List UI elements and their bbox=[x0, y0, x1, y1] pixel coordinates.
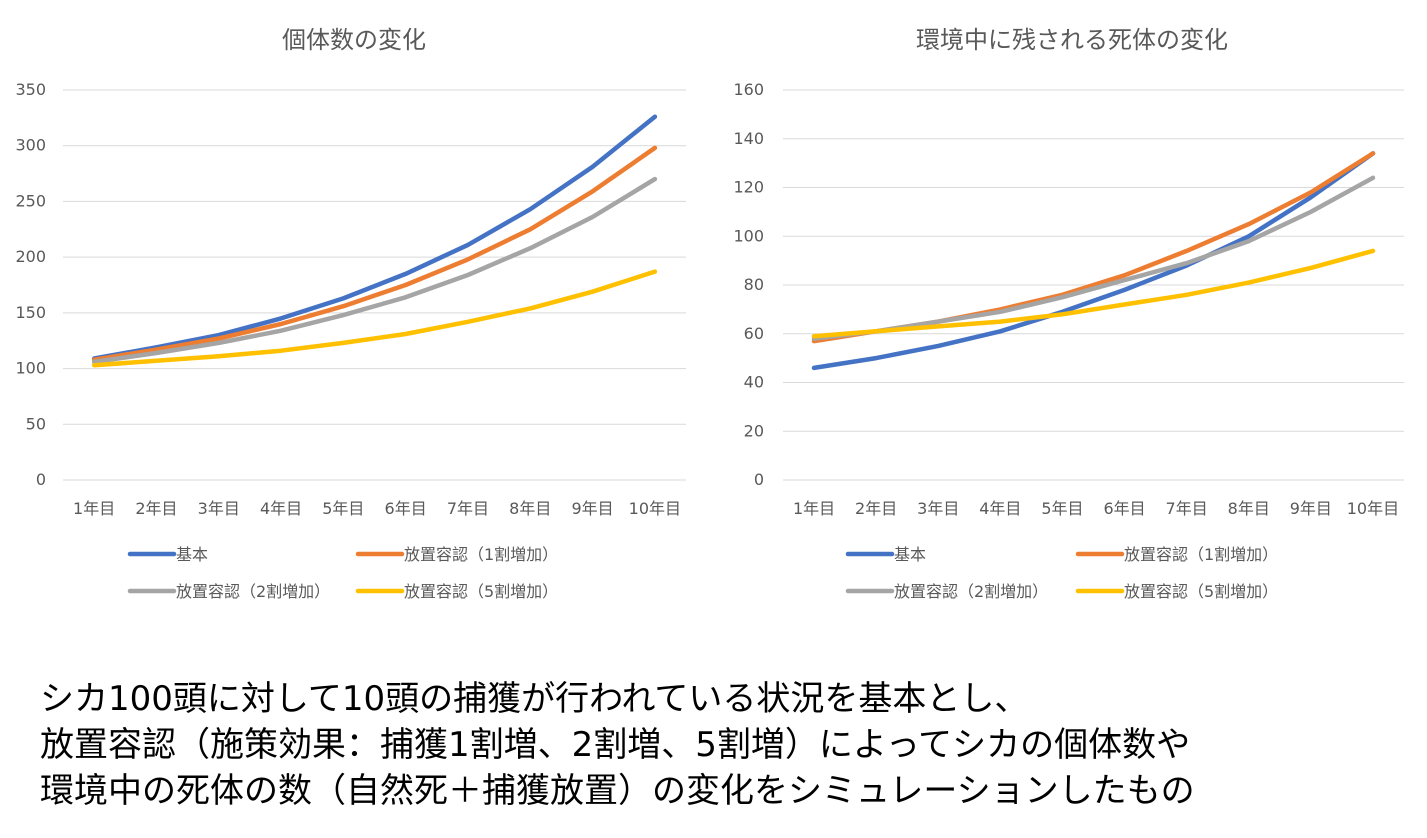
chart-title: 環境中に残される死体の変化 bbox=[916, 26, 1228, 54]
x-tick-label: 9年目 bbox=[1290, 499, 1332, 518]
x-tick-label: 10年目 bbox=[629, 499, 681, 518]
y-tick-label: 100 bbox=[733, 226, 764, 245]
series-line-3 bbox=[811, 175, 1376, 341]
x-tick-label: 4年目 bbox=[979, 499, 1021, 518]
legend-label: 放置容認（5割増加） bbox=[404, 582, 558, 601]
y-tick-label: 150 bbox=[15, 303, 46, 322]
y-tick-label: 20 bbox=[744, 421, 764, 440]
y-tick-label: 40 bbox=[744, 373, 764, 392]
legend-label: 基本 bbox=[894, 545, 926, 564]
x-tick-label: 1年目 bbox=[73, 499, 115, 518]
y-tick-label: 0 bbox=[36, 470, 46, 489]
legend-label: 基本 bbox=[176, 545, 208, 564]
series-line-3 bbox=[91, 176, 658, 365]
legend-label: 放置容認（1割増加） bbox=[1124, 545, 1278, 564]
legend-label: 放置容認（2割増加） bbox=[894, 582, 1048, 601]
x-tick-label: 2年目 bbox=[855, 499, 897, 518]
x-tick-label: 6年目 bbox=[1103, 499, 1145, 518]
y-tick-label: 50 bbox=[26, 414, 46, 433]
x-tick-label: 3年目 bbox=[917, 499, 959, 518]
caption-line-1: シカ100頭に対して10頭の捕獲が行われている状況を基本とし、 bbox=[40, 679, 1029, 719]
y-tick-label: 250 bbox=[15, 191, 46, 210]
y-tick-label: 100 bbox=[15, 359, 46, 378]
chart-title: 個体数の変化 bbox=[282, 26, 426, 54]
series-line-2 bbox=[811, 151, 1376, 344]
legend-label: 放置容認（1割増加） bbox=[404, 545, 558, 564]
x-tick-label: 8年目 bbox=[1228, 499, 1270, 518]
series-line-4 bbox=[811, 248, 1376, 339]
legend-label: 放置容認（2割増加） bbox=[176, 582, 330, 601]
series-line-1 bbox=[811, 151, 1376, 371]
series-line-2 bbox=[91, 145, 658, 362]
x-tick-label: 5年目 bbox=[322, 499, 364, 518]
y-tick-label: 350 bbox=[15, 80, 46, 99]
y-tick-label: 160 bbox=[733, 80, 764, 99]
series-line-1 bbox=[91, 114, 658, 361]
caption-line-3: 環境中の死体の数（自然死＋捕獲放置）の変化をシミュレーションしたもの bbox=[40, 771, 1195, 811]
x-tick-label: 8年目 bbox=[509, 499, 551, 518]
y-tick-label: 80 bbox=[744, 275, 764, 294]
series-line-4 bbox=[91, 269, 658, 368]
x-tick-label: 5年目 bbox=[1041, 499, 1083, 518]
x-tick-label: 4年目 bbox=[260, 499, 302, 518]
x-tick-label: 9年目 bbox=[571, 499, 613, 518]
y-tick-label: 120 bbox=[733, 178, 764, 197]
x-tick-label: 1年目 bbox=[793, 499, 835, 518]
x-tick-label: 10年目 bbox=[1347, 499, 1399, 518]
caption-line-2: 放置容認（施策効果：捕獲1割増、2割増、5割増）によってシカの個体数や bbox=[40, 725, 1191, 765]
y-tick-label: 60 bbox=[744, 324, 764, 343]
y-tick-label: 0 bbox=[754, 470, 764, 489]
x-tick-label: 7年目 bbox=[1166, 499, 1208, 518]
caption: シカ100頭に対して10頭の捕獲が行われている状況を基本とし、 放置容認（施策効… bbox=[40, 676, 1420, 814]
y-tick-label: 140 bbox=[733, 129, 764, 148]
x-tick-label: 2年目 bbox=[135, 499, 177, 518]
x-tick-label: 7年目 bbox=[447, 499, 489, 518]
chart-1: 個体数の変化 0 50 100 150 200 250 300 350 1年目 2年目 3年目 4年目 5… bbox=[15, 26, 686, 601]
y-tick-label: 200 bbox=[15, 247, 46, 266]
chart-2: 環境中に残される死体の変化 0 20 40 60 80 100 120 140 160 1年目 2年目… bbox=[733, 26, 1404, 601]
x-tick-label: 6年目 bbox=[385, 499, 427, 518]
legend-label: 放置容認（5割増加） bbox=[1124, 582, 1278, 601]
x-tick-label: 3年目 bbox=[198, 499, 240, 518]
y-tick-label: 300 bbox=[15, 136, 46, 155]
